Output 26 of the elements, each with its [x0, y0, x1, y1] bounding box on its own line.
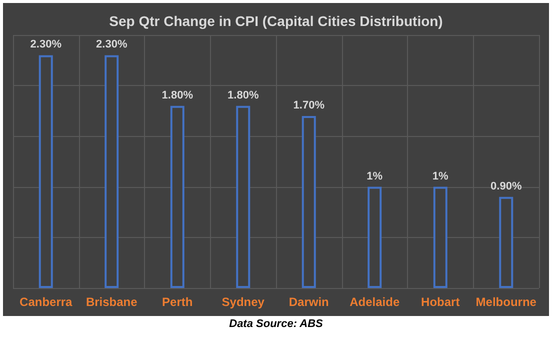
data-label: 2.30%: [30, 38, 62, 51]
data-label: 2.30%: [96, 38, 128, 51]
x-tick-label: Melbourne: [476, 295, 537, 309]
source-note: Data Source: ABS: [229, 318, 323, 330]
x-tick-label: Darwin: [288, 295, 329, 309]
bar: [433, 186, 448, 288]
data-label: 1%: [432, 170, 449, 182]
bar: [170, 106, 184, 288]
data-label: 1.70%: [293, 99, 325, 112]
bar: [499, 196, 514, 288]
data-label: 0.90%: [490, 180, 522, 192]
bar: [302, 116, 316, 288]
x-tick-label: Canberra: [20, 295, 73, 309]
chart-title: Sep Qtr Change in CPI (Capital Cities Distribution): [109, 13, 443, 29]
bar: [236, 106, 250, 288]
bar: [104, 55, 119, 288]
bar: [368, 186, 382, 288]
x-tick-label: Brisbane: [86, 295, 138, 309]
x-tick-label: Sydney: [222, 295, 265, 309]
data-label: 1.80%: [228, 89, 259, 102]
data-label: 1%: [366, 170, 383, 182]
x-tick-label: Hobart: [421, 295, 460, 309]
x-tick-label: Adelaide: [350, 295, 400, 309]
bar: [38, 55, 53, 288]
data-label: 1.80%: [162, 89, 194, 102]
x-tick-label: Perth: [162, 295, 193, 309]
